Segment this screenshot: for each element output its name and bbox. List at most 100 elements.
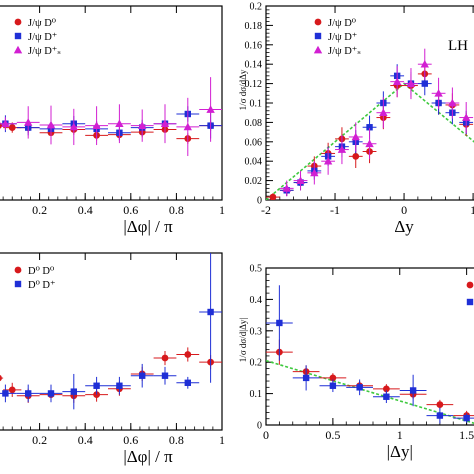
data-point <box>310 168 319 177</box>
plot-area <box>266 48 474 200</box>
data-point <box>160 119 170 128</box>
data-point <box>421 80 428 87</box>
x-tick-label: 0.8 <box>169 433 184 447</box>
x-axis-label: |Δφ| / π <box>123 447 173 466</box>
data-point <box>47 390 55 397</box>
data-point <box>115 119 124 128</box>
legend-label: J/ψ D⁺ₛ <box>28 46 61 57</box>
series-square <box>0 253 222 410</box>
legend-marker <box>14 280 22 288</box>
x-tick-label: 1 <box>219 203 225 217</box>
data-point <box>69 122 78 131</box>
legend-marker <box>14 18 22 26</box>
data-point <box>116 382 123 389</box>
chart-panel-p3: 0.2 0.4 0.6 0.8 1 |Δφ| / π D⁰ D⁰ D⁰ D⁺ <box>0 252 225 466</box>
x-tick-label: 0.5 <box>325 428 340 442</box>
x-axis-label: Δy <box>394 217 414 236</box>
y-axis-label: 1/σ dσ/d|Δy| <box>238 318 248 363</box>
plot-area <box>0 253 222 410</box>
legend-marker <box>466 281 474 289</box>
y-tick-label: 0.1 <box>250 99 263 110</box>
series-triangle <box>279 48 474 197</box>
y-tick-label: 0.04 <box>245 157 263 168</box>
data-point <box>302 374 310 382</box>
x-tick-label: 0.4 <box>78 433 93 447</box>
legend-label: D⁰ D⁰ <box>28 266 54 277</box>
y-tick-label: 0.14 <box>245 60 263 71</box>
series-square <box>266 285 474 424</box>
x-tick-label: -1 <box>330 203 340 217</box>
legend-label: J/ψ D⁺ₛ <box>328 46 361 57</box>
data-point <box>329 374 337 382</box>
x-tick-label: 1 <box>470 203 474 217</box>
data-point <box>282 184 291 192</box>
data-point <box>356 384 363 391</box>
data-point <box>463 414 470 422</box>
x-tick-label: 0.4 <box>78 203 93 217</box>
data-point <box>406 79 416 87</box>
data-point <box>184 379 191 386</box>
experiment-label: LH <box>448 38 468 54</box>
chart-panel-p2: -2 -1 0 1 0 0.02 0.04 0.06 0.08 0.1 0.12 0.14 0.16 0.… <box>238 2 474 236</box>
x-tick-label: 0.6 <box>123 433 138 447</box>
series-square <box>279 64 474 197</box>
data-point <box>351 132 360 141</box>
x-tick-label: 1 <box>219 433 225 447</box>
y-tick-label: 0.5 <box>250 264 263 275</box>
data-point <box>382 385 390 393</box>
data-point <box>461 113 471 121</box>
legend-label: J/ψ D⁰ <box>328 18 356 29</box>
y-tick-label: 0.3 <box>250 326 263 337</box>
data-point <box>161 354 169 362</box>
legend-marker <box>13 45 23 54</box>
data-point <box>206 105 215 113</box>
data-point <box>207 308 214 316</box>
x-tick-label: 0 <box>401 203 407 217</box>
x-tick-label: 1 <box>397 428 403 442</box>
data-point <box>8 124 16 131</box>
data-point <box>183 122 192 131</box>
data-point <box>436 412 444 419</box>
data-point <box>434 89 443 97</box>
legend-marker <box>314 32 322 40</box>
data-point <box>352 152 360 160</box>
y-tick-label: 0.12 <box>245 79 263 90</box>
data-point <box>269 193 277 200</box>
data-point <box>365 139 374 148</box>
series-triangle <box>0 77 222 157</box>
y-axis-label: 1/σ dσ/dΔy <box>238 69 248 110</box>
data-point <box>420 60 429 68</box>
x-tick-label: 0.6 <box>123 203 138 217</box>
legend-label: J/ψ D⁺ <box>328 32 357 43</box>
x-tick-label: 0.2 <box>32 203 47 217</box>
data-point <box>383 393 390 400</box>
x-tick-label: 0.2 <box>32 433 47 447</box>
data-point <box>409 387 417 394</box>
data-point <box>379 108 388 117</box>
data-point <box>366 124 373 131</box>
data-point <box>337 145 347 153</box>
y-tick-label: 0.18 <box>245 21 263 32</box>
data-point <box>92 121 101 129</box>
data-point <box>25 390 32 397</box>
plot-frame <box>265 267 474 426</box>
data-point <box>2 390 9 397</box>
chart-panel-p4: 0 0.5 1 1.5 0 0.1 0.2 0.3 0.4 0.5 |Δy| 1/σ dσ/d|Δy| <box>238 264 474 461</box>
legend-label: J/ψ D⁺ <box>28 32 57 43</box>
series-circle <box>0 347 222 403</box>
x-tick-label: 1.5 <box>459 428 474 442</box>
legend-marker <box>14 266 22 274</box>
data-point <box>296 176 305 184</box>
x-axis-label: |Δφ| / π <box>123 217 173 236</box>
y-tick-label: 0.2 <box>250 2 263 13</box>
y-tick-label: 0.2 <box>250 358 263 369</box>
plot-frame <box>0 5 223 201</box>
data-point <box>8 386 16 394</box>
x-axis-label: |Δy| <box>387 442 413 461</box>
data-point <box>139 372 146 379</box>
y-tick-label: 0.1 <box>250 389 263 400</box>
data-point <box>436 401 444 408</box>
data-point <box>24 118 33 126</box>
legend-marker <box>313 45 323 54</box>
